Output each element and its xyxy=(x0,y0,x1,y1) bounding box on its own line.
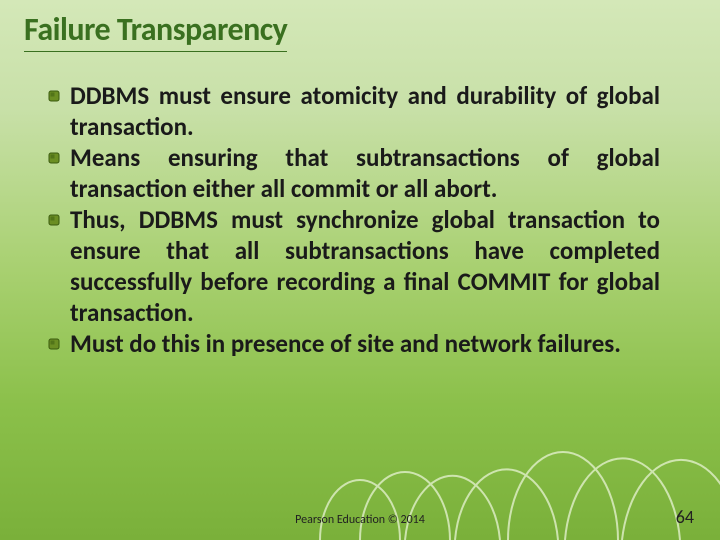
list-item: Means ensuring that subtransactions of g… xyxy=(48,142,660,204)
footer-text: Pearson Education © 2014 xyxy=(0,513,720,527)
list-item: Must do this in presence of site and net… xyxy=(48,328,660,359)
list-item: DDBMS must ensure atomicity and durabili… xyxy=(48,80,660,142)
slide-title: Failure Transparency xyxy=(24,10,287,52)
bullet-text: Means ensuring that subtransactions of g… xyxy=(70,142,660,204)
bullet-icon xyxy=(48,90,70,102)
bullet-icon xyxy=(48,338,70,350)
slide: Failure Transparency DDBMS must ensure a… xyxy=(0,0,720,540)
bullet-text: Must do this in presence of site and net… xyxy=(70,328,660,359)
list-item: Thus, DDBMS must synchronize global tran… xyxy=(48,204,660,328)
page-number: 64 xyxy=(676,506,694,528)
bullet-icon xyxy=(48,214,70,226)
bullet-icon xyxy=(48,152,70,164)
bullet-text: Thus, DDBMS must synchronize global tran… xyxy=(70,204,660,328)
bullet-text: DDBMS must ensure atomicity and durabili… xyxy=(70,80,660,142)
bullet-list: DDBMS must ensure atomicity and durabili… xyxy=(48,80,660,359)
